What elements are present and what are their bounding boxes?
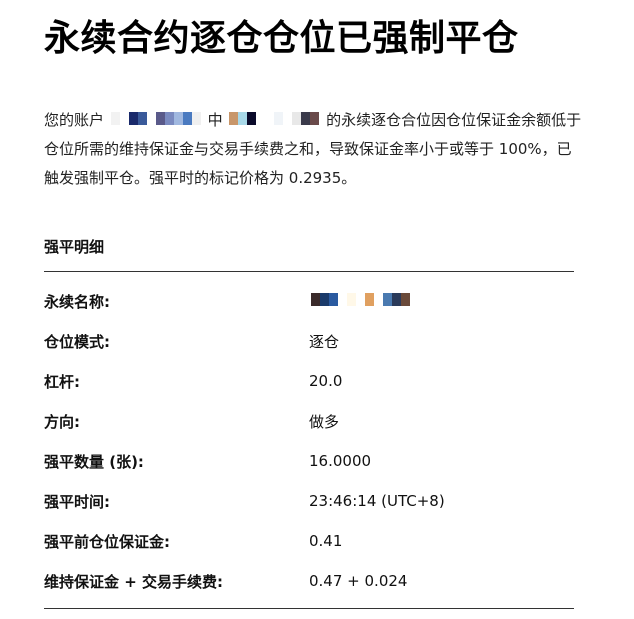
detail-label: 强平数量 (张): bbox=[44, 452, 144, 471]
detail-row-direction: 方向: 做多 bbox=[44, 401, 574, 441]
detail-row-quantity: 强平数量 (张): 16.0000 bbox=[44, 441, 574, 481]
redaction-pixel bbox=[119, 112, 129, 125]
detail-value bbox=[309, 292, 412, 310]
intro-text-body: 的永续逐仓合位因仓位保证金余额低于仓位所需的维持保证金与交易手续费之和，导致保证… bbox=[44, 111, 582, 187]
detail-value: 20.0 bbox=[309, 372, 343, 390]
detail-value: 16.0000 bbox=[309, 452, 372, 470]
redaction-pixel bbox=[283, 112, 293, 125]
redaction-pixel bbox=[182, 112, 192, 125]
section-title: 强平明细 bbox=[44, 238, 105, 256]
divider-bottom bbox=[44, 608, 574, 609]
detail-label: 维持保证金 + 交易手续费: bbox=[44, 572, 224, 591]
redaction-pixel bbox=[155, 112, 165, 125]
redaction-pixel bbox=[338, 293, 347, 306]
detail-row-leverage: 杠杆: 20.0 bbox=[44, 361, 574, 401]
detail-row-margin-mode: 仓位模式: 逐仓 bbox=[44, 321, 574, 361]
redaction-pixel bbox=[128, 112, 138, 125]
redaction-pixel bbox=[265, 112, 275, 125]
detail-label: 强平前仓位保证金: bbox=[44, 532, 170, 551]
detail-value: 0.41 bbox=[309, 532, 343, 550]
redaction-pixel bbox=[110, 112, 120, 125]
redaction-pixel bbox=[274, 112, 284, 125]
detail-value: 23:46:14 (UTC+8) bbox=[309, 492, 445, 510]
redaction-pixel bbox=[392, 293, 401, 306]
redaction-pixel bbox=[238, 112, 248, 125]
redaction-pixel bbox=[401, 293, 410, 306]
redaction-pixel bbox=[310, 112, 320, 125]
detail-value: 逐仓 bbox=[309, 332, 340, 351]
redaction-pixel bbox=[383, 293, 392, 306]
detail-row-maintenance-margin-fee: 维持保证金 + 交易手续费: 0.47 + 0.024 bbox=[44, 561, 574, 601]
redaction-pixel bbox=[137, 112, 147, 125]
redaction-pixel bbox=[301, 112, 311, 125]
redaction-pixel bbox=[374, 293, 383, 306]
intro-text-account: 您的账户 bbox=[44, 111, 105, 129]
redaction-pixel bbox=[191, 112, 201, 125]
detail-row-time: 强平时间: 23:46:14 (UTC+8) bbox=[44, 481, 574, 521]
divider-top bbox=[44, 271, 574, 272]
detail-label: 杠杆: bbox=[44, 372, 80, 391]
page-title: 永续合约逐仓仓位已强制平仓 bbox=[44, 18, 519, 59]
redaction-pixel bbox=[329, 293, 338, 306]
redaction-pixel bbox=[347, 293, 356, 306]
detail-value: 做多 bbox=[309, 412, 340, 431]
redaction-pixel bbox=[256, 112, 266, 125]
redaction-pixel bbox=[292, 112, 302, 125]
detail-value: 0.47 + 0.024 bbox=[309, 572, 408, 590]
intro-text-in: 中 bbox=[207, 111, 223, 129]
redaction-pixel bbox=[146, 112, 156, 125]
redaction-pixel bbox=[247, 112, 257, 125]
detail-label: 永续名称: bbox=[44, 292, 110, 311]
intro-paragraph: 您的账户 中 的永续逐仓合位因仓位保证金余额低于仓位所需的维持保证金与交易手续费… bbox=[44, 106, 584, 193]
redaction-pixel bbox=[320, 293, 329, 306]
redaction-pixel bbox=[229, 112, 239, 125]
redaction-pixel bbox=[164, 112, 174, 125]
redaction-pixel bbox=[173, 112, 183, 125]
details-table: 永续名称: 仓位模式: 逐仓 杠杆: 20.0 方向: 做多 强平数量 (张):… bbox=[44, 281, 574, 601]
redaction-pixel bbox=[311, 293, 320, 306]
detail-row-position-margin: 强平前仓位保证金: 0.41 bbox=[44, 521, 574, 561]
redaction-pixel bbox=[365, 293, 374, 306]
redacted-account-id bbox=[110, 112, 201, 125]
redaction-pixel bbox=[356, 293, 365, 306]
detail-label: 仓位模式: bbox=[44, 332, 110, 351]
detail-row-perpetual-name: 永续名称: bbox=[44, 281, 574, 321]
detail-label: 强平时间: bbox=[44, 492, 110, 511]
redacted-perpetual-name bbox=[311, 293, 410, 306]
detail-label: 方向: bbox=[44, 412, 80, 431]
redacted-contract-name bbox=[229, 112, 320, 125]
